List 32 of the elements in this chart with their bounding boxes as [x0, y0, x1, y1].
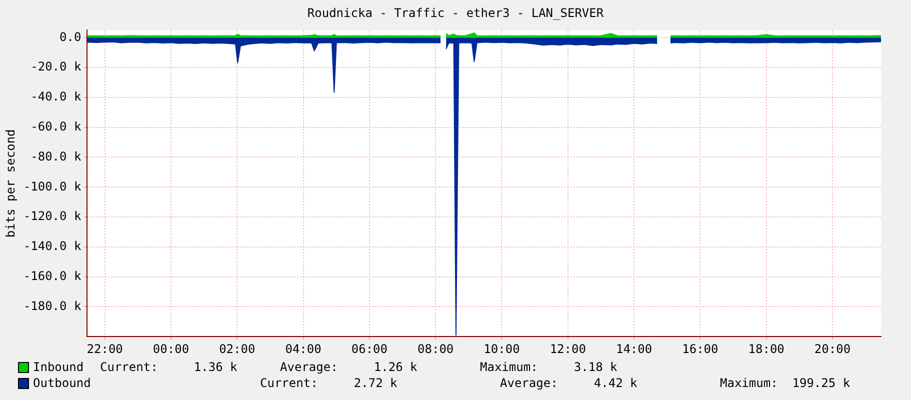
y-tick-label: -60.0 k	[30, 119, 82, 134]
x-tick-label: 16:00	[682, 342, 718, 356]
text: Maximum: 3.18 k	[480, 360, 618, 374]
legend-label: Inbound	[33, 360, 84, 374]
y-tick-label: -100.0 k	[23, 179, 82, 194]
y-tick-label: 0.0	[60, 30, 82, 44]
text: Average: 4.42 k	[500, 376, 638, 390]
text: Current: 2.72 k	[260, 376, 398, 390]
x-tick-label: 00:00	[152, 342, 190, 356]
y-tick-label: -160.0 k	[23, 268, 82, 283]
text: Average: 1.26 k	[280, 360, 418, 374]
x-tick-label: 20:00	[814, 342, 851, 356]
x-tick-label: 04:00	[285, 342, 322, 356]
y-tick-label: -80.0 k	[30, 149, 82, 164]
y-tick-label: -120.0 k	[23, 209, 82, 224]
x-tick-label: 02:00	[219, 342, 256, 356]
x-tick-label: 10:00	[484, 342, 520, 356]
x-tick-label: 18:00	[748, 342, 784, 356]
y-axis-title: bits per second	[3, 129, 18, 238]
x-tick-label: 06:00	[351, 342, 388, 356]
legend-label: Outbound	[33, 376, 91, 390]
x-tick-label: 08:00	[418, 342, 454, 356]
text: Maximum: 199.25 k	[720, 376, 850, 390]
y-tick-label: -140.0 k	[23, 239, 82, 254]
text: Current: 1.36 k	[100, 360, 238, 374]
x-tick-label: 14:00	[616, 342, 652, 356]
x-tick-label: 12:00	[550, 342, 586, 356]
y-tick-label: -20.0 k	[30, 60, 82, 74]
chart-title: Roudnicka - Traffic - ether3 - LAN_SERVER	[306, 6, 605, 20]
y-tick-label: -180.0 k	[23, 298, 82, 313]
x-tick-label: 22:00	[86, 342, 123, 356]
y-tick-label: -40.0 k	[30, 90, 82, 104]
